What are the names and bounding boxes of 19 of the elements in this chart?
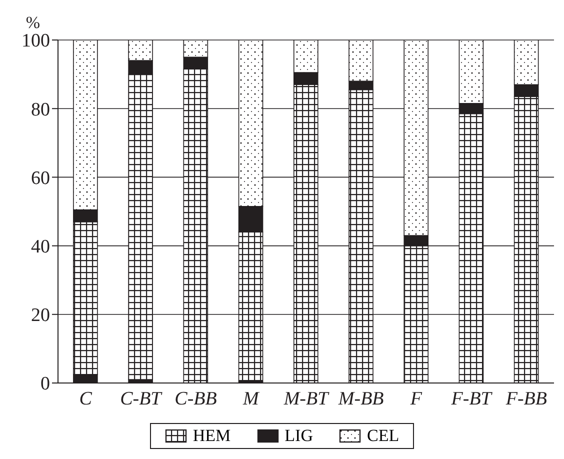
x-tick-label: C-BT [120,388,163,410]
y-tick-label: 100 [22,30,50,52]
y-tick-label: 0 [40,374,50,395]
x-tick-label: F-BB [504,388,548,410]
legend-label: LIG [284,426,313,446]
y-tick-label: 40 [31,236,50,258]
x-tick-label: F [409,388,422,410]
x-tick-label: C-BB [174,388,218,410]
legend-label: CEL [367,426,400,446]
y-axis-title: % [26,13,40,32]
x-tick-label: F-BT [450,388,493,410]
x-tick-label: M [242,388,260,410]
x-tick-label: M-BT [282,388,330,410]
x-tick-label: M-BB [337,388,384,410]
y-tick-label: 20 [31,305,50,326]
legend-label: HEM [192,426,231,446]
y-tick-label: 60 [31,168,50,189]
x-tick-label: C [79,388,92,410]
y-tick-label: 80 [31,99,50,120]
